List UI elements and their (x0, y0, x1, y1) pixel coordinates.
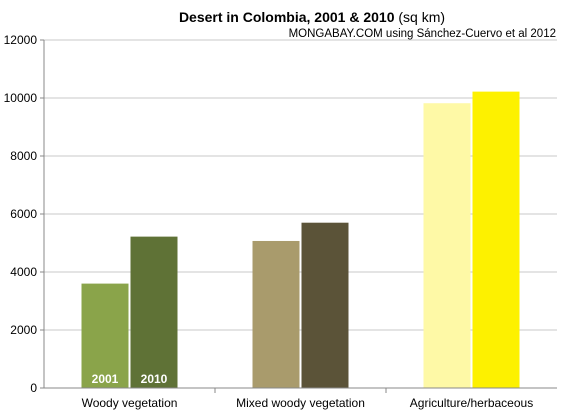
x-category-label: Mixed woody vegetation (236, 396, 365, 410)
plot-area: 0 2000 4000 6000 8000 10000 12000 Woody vegetat… (4, 33, 557, 410)
chart-title-unit: (sq km) (394, 9, 445, 25)
bar-year-label: 2001 (92, 372, 119, 386)
chart-title: Desert in Colombia, 2001 & 2010 (sq km) (179, 9, 445, 25)
chart-subtitle: MONGABAY.COM using Sánchez-Cuervo et al … (289, 28, 556, 40)
bar-2010-3 (472, 91, 520, 389)
bar-2001-3 (423, 103, 471, 388)
bar-2001-2 (252, 240, 300, 388)
bar-2010-2 (301, 222, 349, 388)
x-category-label: Woody vegetation (82, 396, 178, 410)
y-tick-label: 10000 (4, 91, 38, 105)
y-tick-label: 8000 (10, 149, 37, 163)
bar-2010-1 (130, 236, 178, 388)
y-tick-label: 2000 (10, 323, 37, 337)
bar-year-label: 2010 (141, 372, 168, 386)
x-category-label: Agriculture/herbaceous (410, 396, 533, 410)
chart-title-main: Desert in Colombia, 2001 & 2010 (179, 9, 395, 25)
y-tick-label: 12000 (4, 33, 38, 47)
y-tick-label: 6000 (10, 207, 37, 221)
y-tick-label: 4000 (10, 265, 37, 279)
y-tick-label: 0 (30, 381, 37, 395)
bar-2001-1 (81, 283, 129, 388)
